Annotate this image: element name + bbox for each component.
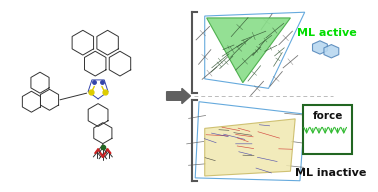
Text: ML active: ML active bbox=[297, 28, 357, 38]
Text: force: force bbox=[312, 111, 343, 121]
FancyBboxPatch shape bbox=[303, 105, 352, 154]
Text: ML inactive: ML inactive bbox=[295, 168, 367, 178]
Polygon shape bbox=[207, 18, 290, 83]
Polygon shape bbox=[324, 45, 339, 58]
Polygon shape bbox=[313, 41, 327, 54]
FancyArrow shape bbox=[167, 88, 191, 104]
Polygon shape bbox=[205, 119, 295, 176]
